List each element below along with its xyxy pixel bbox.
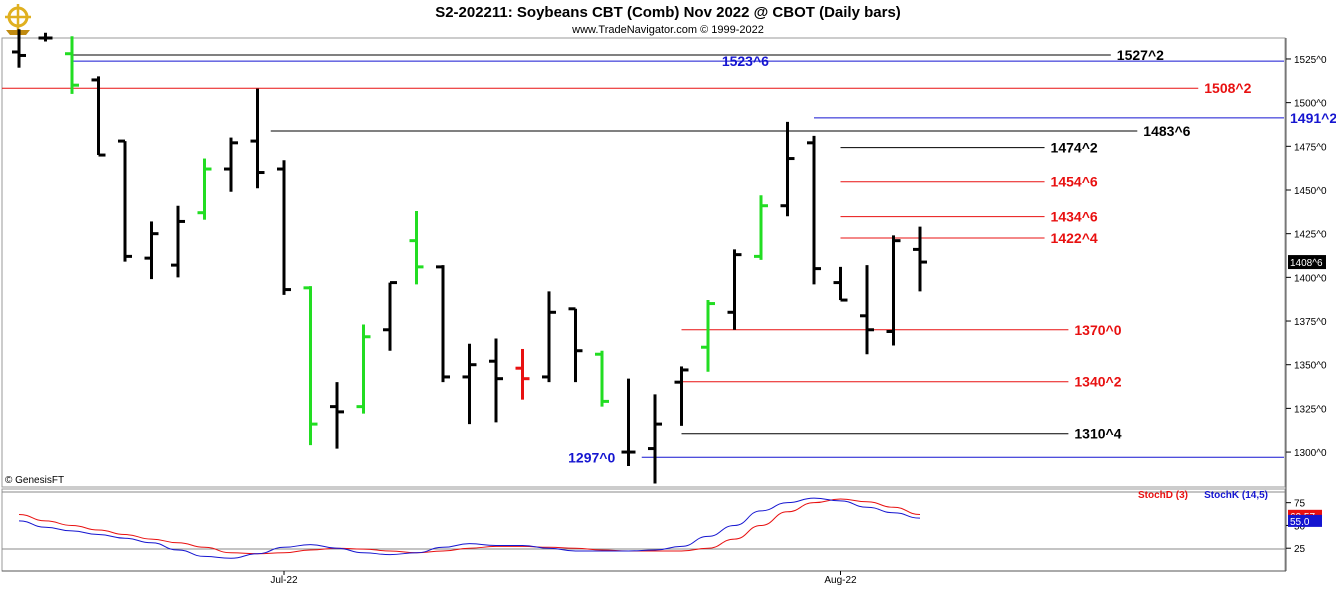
last-price-box bbox=[1288, 255, 1326, 270]
price-panel bbox=[1, 37, 1286, 488]
price-tick-label: 1425^0 bbox=[1294, 230, 1327, 241]
stoch-value-label: 55.0 bbox=[1290, 517, 1310, 528]
stochastic-panel bbox=[1, 488, 1286, 572]
price-tick-label: 1325^0 bbox=[1294, 404, 1327, 415]
level-label: 1523^6 bbox=[722, 53, 769, 69]
stochastic-lines bbox=[18, 497, 921, 559]
level-lines: 1527^2 1523^6 1508^2 1491^2 1483^6 1474^2 1454… bbox=[2, 47, 1336, 465]
level-label: 1491^2 bbox=[1290, 110, 1336, 126]
price-tick-label: 1525^0 bbox=[1294, 55, 1327, 66]
date-label: Jul-22 bbox=[270, 575, 298, 586]
stochastic-legend: StochD (3) StochK (14,5) bbox=[1138, 490, 1268, 501]
price-tick-label: 1300^0 bbox=[1294, 448, 1327, 459]
date-axis-labels: Jul-22 Aug-22 bbox=[270, 571, 857, 586]
legend-entry: StochK (14,5) bbox=[1204, 490, 1268, 501]
level-label: 1527^2 bbox=[1117, 47, 1164, 63]
level-label: 1297^0 bbox=[568, 449, 615, 465]
price-tick-label: 1350^0 bbox=[1294, 361, 1327, 372]
level-label: 1422^4 bbox=[1051, 230, 1098, 246]
stoch-tick-label: 25 bbox=[1294, 544, 1306, 555]
level-label: 1483^6 bbox=[1143, 123, 1190, 139]
logo-icon bbox=[5, 4, 31, 35]
last-price-label: 1408^6 bbox=[1290, 258, 1323, 269]
price-axis-labels: 1300^0 1325^0 1350^0 1375^0 1400^0 1425^0 1450… bbox=[1286, 55, 1327, 555]
stoch-value-box bbox=[1288, 514, 1322, 527]
level-label: 1434^6 bbox=[1051, 209, 1098, 225]
level-label: 1508^2 bbox=[1204, 80, 1251, 96]
price-tick-label: 1375^0 bbox=[1294, 317, 1327, 328]
copyright-label: © GenesisFT bbox=[5, 475, 64, 486]
stoch-series-line bbox=[18, 498, 921, 555]
price-bars bbox=[12, 29, 927, 484]
date-label: Aug-22 bbox=[824, 575, 857, 586]
legend-entry: StochD (3) bbox=[1138, 490, 1188, 501]
stoch-series-line bbox=[18, 497, 921, 559]
level-label: 1310^4 bbox=[1074, 426, 1121, 442]
level-label: 1454^6 bbox=[1051, 174, 1098, 190]
level-label: 1370^0 bbox=[1074, 322, 1121, 338]
price-tick-label: 1500^0 bbox=[1294, 99, 1327, 110]
chart-title: S2-202211: Soybeans CBT (Comb) Nov 2022 … bbox=[435, 4, 901, 21]
stoch-tick-label: 50 bbox=[1294, 521, 1306, 532]
stoch-tick-label: 75 bbox=[1294, 499, 1306, 510]
price-tick-label: 1450^0 bbox=[1294, 186, 1327, 197]
price-tick-label: 1475^0 bbox=[1294, 142, 1327, 153]
level-label: 1474^2 bbox=[1051, 140, 1098, 156]
chart-subtitle: www.TradeNavigator.com © 1999-2022 bbox=[571, 24, 764, 36]
price-tick-label: 1400^0 bbox=[1294, 273, 1327, 284]
level-label: 1340^2 bbox=[1074, 374, 1121, 390]
